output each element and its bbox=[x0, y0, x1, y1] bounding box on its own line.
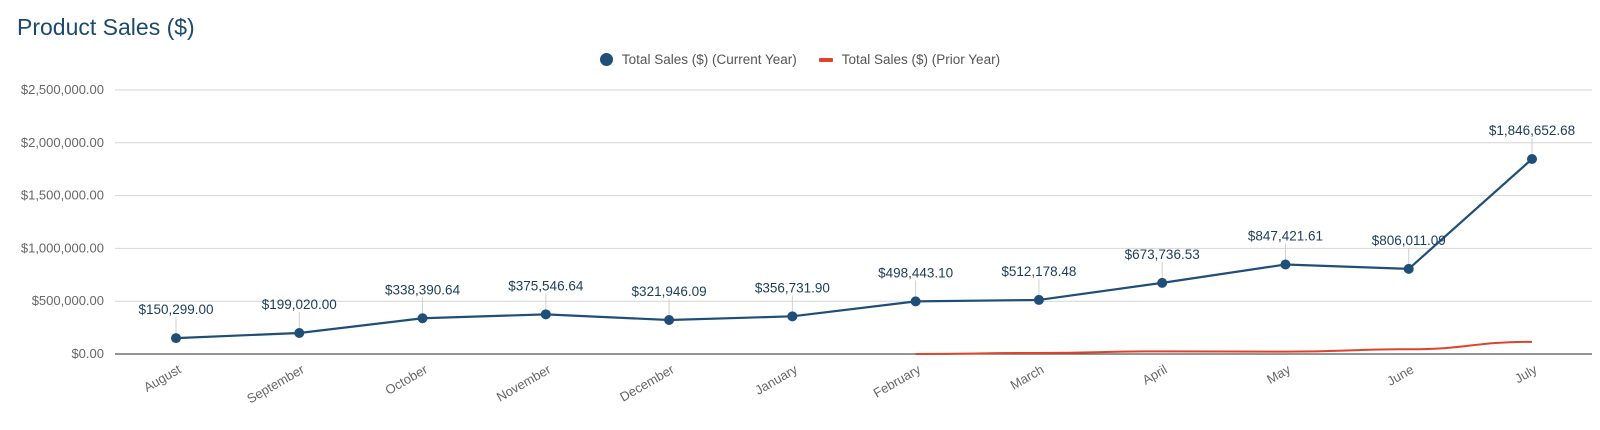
data-label: $847,421.61 bbox=[1248, 229, 1323, 244]
data-label: $512,178.48 bbox=[1001, 264, 1076, 279]
x-tick-label: October bbox=[382, 361, 430, 397]
x-tick-label: June bbox=[1384, 362, 1416, 389]
data-point-current-year bbox=[664, 315, 675, 326]
y-tick-label: $0.00 bbox=[71, 346, 104, 361]
legend-marker-current bbox=[599, 53, 613, 66]
y-tick-label: $2,000,000.00 bbox=[21, 135, 104, 150]
series-line-current-year bbox=[175, 158, 1533, 340]
data-label: $1,846,652.68 bbox=[1489, 123, 1575, 138]
legend-label-current: Total Sales ($) (Current Year) bbox=[621, 52, 797, 67]
data-point-current-year bbox=[1527, 153, 1537, 164]
data-point-current-year bbox=[540, 309, 551, 320]
data-label: $673,736.53 bbox=[1125, 247, 1200, 262]
x-tick-label: December bbox=[617, 361, 677, 404]
x-tick-label: August bbox=[141, 361, 184, 394]
data-point-current-year bbox=[171, 333, 181, 344]
data-label: $150,299.00 bbox=[138, 302, 213, 317]
data-point-current-year bbox=[1033, 294, 1044, 305]
data-label: $356,731.90 bbox=[755, 280, 830, 295]
x-tick-label: April bbox=[1140, 362, 1170, 388]
data-label: $498,443.10 bbox=[878, 265, 953, 280]
legend-item-prior-year[interactable]: Total Sales ($) (Prior Year) bbox=[818, 52, 1001, 67]
x-tick-label: February bbox=[871, 361, 924, 400]
y-tick-label: $500,000.00 bbox=[32, 293, 104, 308]
data-point-current-year bbox=[417, 313, 428, 324]
x-tick-label: March bbox=[1008, 362, 1047, 393]
chart-legend: Total Sales ($) (Current Year) Total Sal… bbox=[0, 52, 1600, 67]
data-point-current-year bbox=[294, 327, 305, 338]
data-label: $321,946.09 bbox=[632, 284, 707, 299]
y-tick-label: $1,500,000.00 bbox=[21, 188, 104, 203]
data-label: $199,020.00 bbox=[262, 297, 337, 312]
x-tick-label: July bbox=[1512, 361, 1540, 386]
data-point-current-year bbox=[787, 311, 798, 322]
chart-title: Product Sales ($) bbox=[17, 14, 195, 40]
data-point-current-year bbox=[1157, 277, 1168, 288]
data-point-current-year bbox=[1280, 259, 1291, 270]
y-tick-label: $2,500,000.00 bbox=[21, 82, 104, 97]
x-tick-label: January bbox=[752, 361, 800, 397]
legend-item-current-year[interactable]: Total Sales ($) (Current Year) bbox=[599, 52, 797, 67]
x-tick-label: September bbox=[244, 361, 307, 406]
legend-label-prior: Total Sales ($) (Prior Year) bbox=[841, 52, 1001, 67]
data-label: $806,011.09 bbox=[1372, 233, 1446, 248]
x-tick-label: May bbox=[1264, 361, 1293, 387]
y-tick-label: $1,000,000.00 bbox=[21, 240, 104, 255]
legend-marker-prior bbox=[818, 57, 833, 62]
x-tick-label: November bbox=[494, 361, 554, 404]
data-point-current-year bbox=[910, 296, 921, 307]
data-label: $338,390.64 bbox=[385, 282, 461, 297]
data-point-current-year bbox=[1403, 263, 1414, 274]
data-label: $375,546.64 bbox=[508, 278, 584, 293]
series-line-prior-year bbox=[915, 340, 1533, 355]
